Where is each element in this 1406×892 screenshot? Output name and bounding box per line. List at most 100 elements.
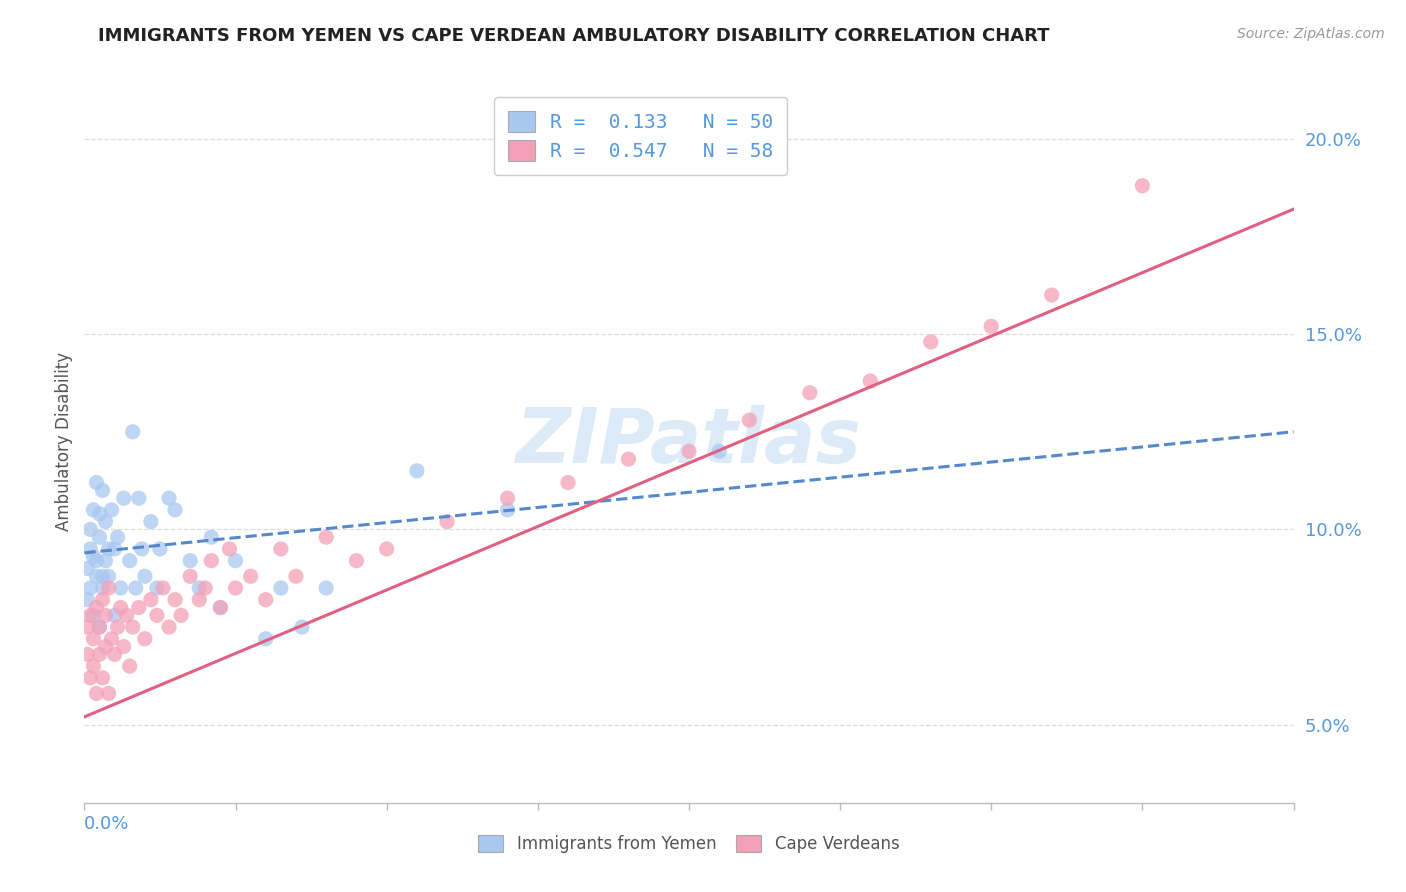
Point (82, 549, 104, 564)
Point (94, 554, 117, 568)
Point (134, 569, 156, 583)
Point (436, 515, 458, 529)
Point (82, 503, 104, 517)
Point (115, 608, 138, 623)
Point (82, 632, 104, 646)
Point (188, 592, 211, 607)
Point (86, 475, 108, 490)
Point (315, 530, 337, 544)
Text: Source: ZipAtlas.com: Source: ZipAtlas.com (1237, 27, 1385, 41)
Point (86, 600, 108, 615)
Legend: Immigrants from Yemen, Cape Verdeans: Immigrants from Yemen, Cape Verdeans (472, 828, 905, 860)
Point (94, 515, 117, 529)
Point (104, 608, 127, 623)
Point (76, 648, 98, 662)
Point (194, 581, 217, 595)
Text: ZIPatlas: ZIPatlas (516, 405, 862, 478)
Point (104, 541, 127, 556)
Point (146, 581, 169, 595)
Point (79, 541, 101, 556)
Point (118, 659, 141, 673)
Text: 0.0%: 0.0% (84, 815, 129, 833)
Point (86, 569, 108, 583)
Point (738, 413, 761, 427)
Point (1130, 178, 1153, 193)
Point (200, 530, 222, 544)
Point (112, 491, 135, 505)
Point (128, 491, 150, 505)
Point (100, 503, 122, 517)
Point (152, 581, 174, 595)
Point (79, 671, 101, 685)
Point (859, 374, 882, 388)
Point (149, 541, 172, 556)
Point (97, 541, 120, 556)
Point (100, 632, 122, 646)
Point (157, 620, 180, 634)
Point (91, 569, 114, 583)
Point (79, 608, 101, 623)
Point (209, 600, 232, 615)
Point (375, 541, 398, 556)
Point (82, 608, 104, 623)
Point (980, 319, 1002, 334)
Point (496, 491, 519, 505)
Point (91, 592, 114, 607)
Point (165, 503, 187, 517)
Point (406, 464, 429, 478)
Point (128, 600, 150, 615)
Point (146, 608, 169, 623)
Point (200, 554, 222, 568)
Y-axis label: Ambulatory Disability: Ambulatory Disability (55, 352, 73, 531)
Point (76, 592, 98, 607)
Point (254, 632, 277, 646)
Point (89, 507, 111, 521)
Point (110, 600, 132, 615)
Point (79, 581, 101, 595)
Point (188, 581, 211, 595)
Point (557, 475, 579, 490)
Point (678, 444, 700, 458)
Point (270, 581, 292, 595)
Point (165, 592, 187, 607)
Point (179, 569, 201, 583)
Point (920, 334, 942, 349)
Point (134, 632, 156, 646)
Point (239, 569, 262, 583)
Point (82, 659, 104, 673)
Point (496, 503, 519, 517)
Point (89, 648, 111, 662)
Point (89, 530, 111, 544)
Point (94, 640, 117, 654)
Point (1040, 288, 1063, 302)
Point (94, 608, 117, 623)
Point (799, 385, 821, 400)
Point (76, 561, 98, 575)
Text: IMMIGRANTS FROM YEMEN VS CAPE VERDEAN AMBULATORY DISABILITY CORRELATION CHART: IMMIGRANTS FROM YEMEN VS CAPE VERDEAN AM… (98, 27, 1050, 45)
Point (170, 608, 193, 623)
Point (91, 671, 114, 685)
Point (225, 554, 247, 568)
Point (315, 581, 337, 595)
Point (121, 425, 143, 439)
Point (97, 686, 120, 700)
Point (225, 581, 247, 595)
Point (76, 620, 98, 634)
Point (346, 554, 368, 568)
Point (107, 530, 129, 544)
Point (112, 640, 135, 654)
Point (617, 452, 640, 467)
Point (89, 620, 111, 634)
Point (139, 515, 162, 529)
Point (139, 592, 162, 607)
Point (91, 581, 114, 595)
Point (86, 686, 108, 700)
Point (218, 541, 240, 556)
Point (89, 620, 111, 634)
Point (254, 592, 277, 607)
Point (86, 554, 108, 568)
Point (107, 620, 129, 634)
Point (91, 483, 114, 498)
Point (709, 444, 731, 458)
Point (118, 554, 141, 568)
